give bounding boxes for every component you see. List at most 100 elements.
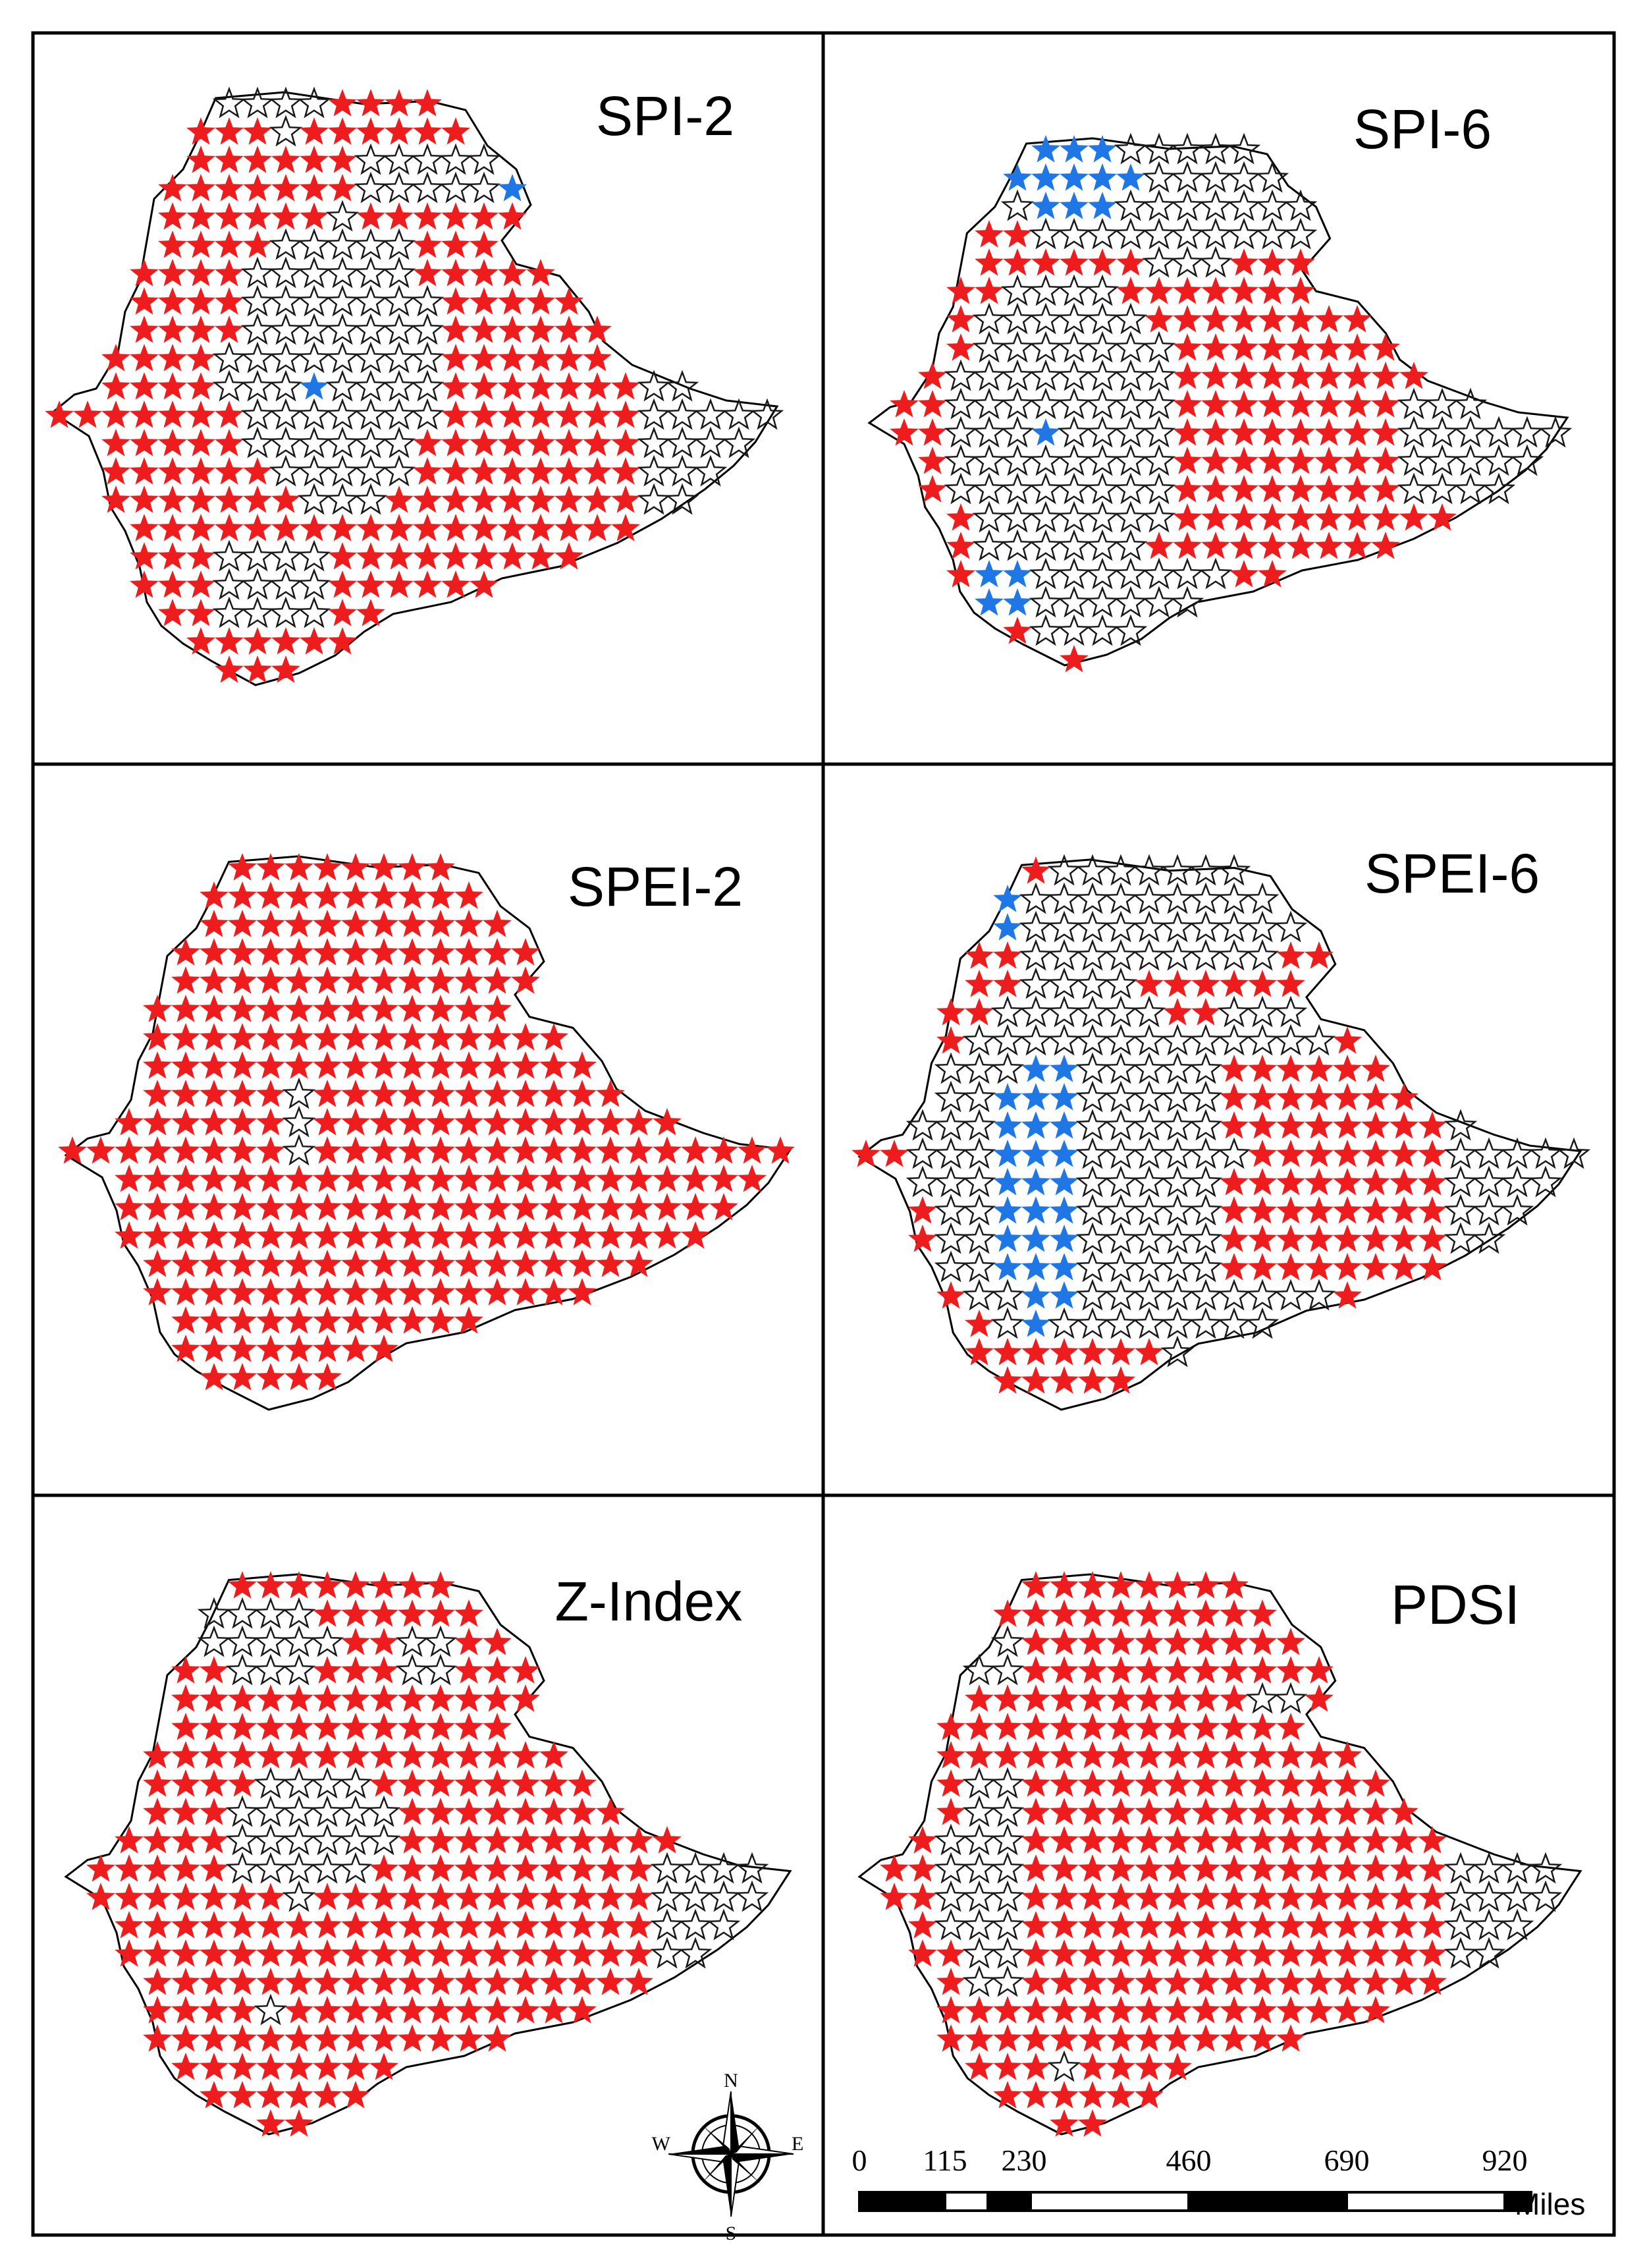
- map-panel-z-index: [64, 1571, 792, 2137]
- outline-star-icon: [382, 370, 416, 402]
- red-star-icon: [228, 1108, 257, 1136]
- outline-star-icon: [1114, 614, 1148, 646]
- red-star-icon: [1106, 1911, 1135, 1939]
- outline-star-icon: [212, 568, 246, 600]
- red-star-icon: [483, 1165, 512, 1192]
- red-star-icon: [271, 202, 300, 230]
- outline-star-icon: [1104, 854, 1138, 886]
- outline-star-icon: [1132, 1137, 1166, 1169]
- red-star-icon: [200, 1656, 229, 1684]
- outline-star-icon: [197, 1597, 231, 1629]
- outline-star-icon: [1528, 1165, 1563, 1198]
- red-star-icon: [130, 316, 159, 343]
- red-star-icon: [1343, 362, 1372, 389]
- red-star-icon: [256, 1165, 285, 1192]
- outline-star-icon: [990, 1795, 1025, 1827]
- red-star-icon: [1305, 1911, 1334, 1939]
- scale-segment: [1345, 2191, 1506, 2212]
- red-star-icon: [341, 1250, 370, 1277]
- red-star-icon: [1021, 1968, 1050, 1995]
- red-star-icon: [454, 938, 483, 966]
- red-star-icon: [483, 1628, 512, 1655]
- red-star-icon: [186, 316, 215, 343]
- outline-star-icon: [354, 285, 388, 317]
- outline-star-icon: [1245, 1307, 1280, 1339]
- red-star-icon: [186, 429, 215, 456]
- red-star-icon: [143, 1911, 172, 1939]
- red-star-icon: [624, 1221, 653, 1249]
- red-star-icon: [413, 117, 442, 145]
- red-star-icon: [1173, 390, 1202, 418]
- outline-star-icon: [1019, 910, 1053, 943]
- red-star-icon: [1248, 1083, 1277, 1111]
- outline-star-icon: [354, 455, 388, 487]
- red-star-icon: [965, 1713, 994, 1740]
- red-star-icon: [709, 1165, 738, 1192]
- outline-star-icon: [1160, 1307, 1195, 1339]
- outline-star-icon: [325, 313, 360, 345]
- red-star-icon: [441, 287, 470, 315]
- outline-star-icon: [395, 1625, 429, 1657]
- outline-star-icon: [225, 1795, 259, 1827]
- outline-star-icon: [1047, 882, 1081, 914]
- red-star-icon: [539, 1883, 568, 1910]
- red-star-icon: [1078, 2053, 1107, 2080]
- red-star-icon: [511, 1051, 540, 1079]
- red-star-icon: [1163, 1826, 1192, 1854]
- red-star-icon: [1135, 1628, 1164, 1655]
- outline-star-icon: [297, 398, 331, 430]
- outline-star-icon: [1057, 302, 1091, 335]
- outline-star-icon: [1245, 995, 1280, 1028]
- red-star-icon: [526, 429, 555, 456]
- red-star-icon: [1229, 418, 1258, 446]
- outline-star-icon: [1075, 854, 1110, 886]
- red-star-icon: [611, 429, 640, 456]
- compass-rose-icon: N S E W: [652, 2070, 804, 2244]
- red-star-icon: [568, 1798, 597, 1825]
- red-star-icon: [271, 146, 300, 173]
- outline-star-icon: [1104, 1165, 1138, 1198]
- red-star-icon: [1418, 1168, 1447, 1196]
- red-star-icon: [1248, 1140, 1277, 1167]
- red-star-icon: [426, 1193, 455, 1221]
- red-star-icon: [1060, 248, 1089, 276]
- red-star-icon: [1229, 447, 1258, 474]
- red-star-icon: [369, 1713, 398, 1740]
- red-star-icon: [908, 1854, 937, 1882]
- red-star-icon: [1286, 248, 1315, 276]
- red-star-icon: [369, 1221, 398, 1249]
- outline-star-icon: [1227, 217, 1261, 250]
- red-star-icon: [1418, 1911, 1447, 1939]
- red-star-icon: [1201, 305, 1230, 333]
- red-star-icon: [1050, 1713, 1079, 1740]
- outline-star-icon: [354, 313, 388, 345]
- red-star-icon: [454, 1798, 483, 1825]
- red-star-icon: [1173, 532, 1202, 559]
- red-star-icon: [398, 1023, 427, 1051]
- red-star-icon: [341, 1968, 370, 1995]
- red-star-icon: [228, 1023, 257, 1051]
- outline-star-icon: [254, 1795, 288, 1827]
- red-star-icon: [398, 1996, 427, 2024]
- outline-star-icon: [325, 483, 360, 515]
- red-star-icon: [271, 485, 300, 513]
- red-star-icon: [143, 1854, 172, 1882]
- outline-star-icon: [410, 143, 445, 175]
- outline-star-icon: [395, 1653, 429, 1686]
- red-star-icon: [526, 344, 555, 372]
- red-star-icon: [398, 1854, 427, 1882]
- red-star-icon: [313, 1968, 342, 1995]
- red-star-icon: [1163, 970, 1192, 997]
- red-star-icon: [1248, 1628, 1277, 1655]
- red-star-icon: [483, 1221, 512, 1249]
- red-star-icon: [454, 1911, 483, 1939]
- red-star-icon: [1333, 1225, 1362, 1252]
- red-star-icon: [313, 1023, 342, 1051]
- red-star-icon: [1106, 2024, 1135, 2052]
- red-star-icon: [426, 1250, 455, 1277]
- red-star-icon: [498, 316, 527, 343]
- outline-star-icon: [354, 398, 388, 430]
- red-star-icon: [398, 1769, 427, 1797]
- outline-star-icon: [1075, 1194, 1110, 1226]
- red-star-icon: [1343, 333, 1372, 361]
